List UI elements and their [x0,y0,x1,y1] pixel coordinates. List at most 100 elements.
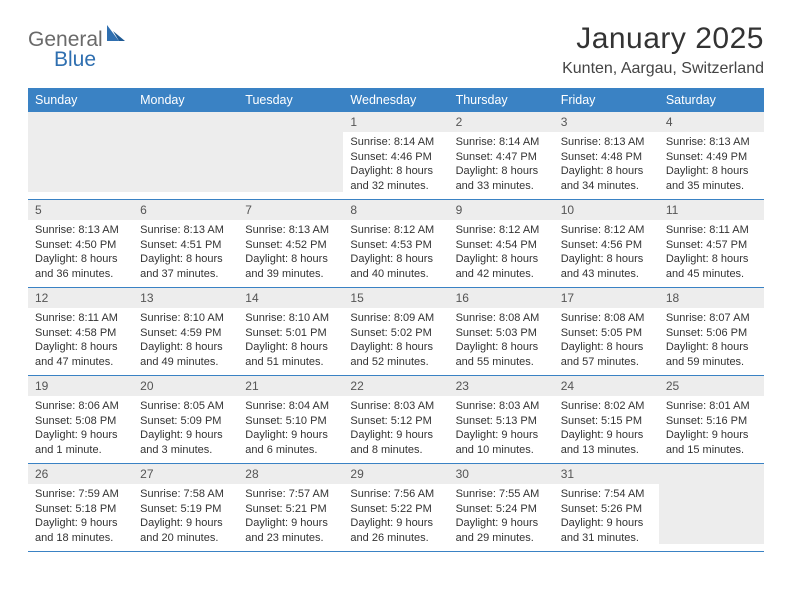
day-data [28,132,133,192]
calendar-day-cell: 31Sunrise: 7:54 AMSunset: 5:26 PMDayligh… [554,464,659,552]
day-data: Sunrise: 8:13 AMSunset: 4:51 PMDaylight:… [133,220,238,287]
sunrise-line: Sunrise: 7:54 AM [561,487,652,502]
day-data: Sunrise: 8:13 AMSunset: 4:52 PMDaylight:… [238,220,343,287]
sunset-line: Sunset: 4:53 PM [350,238,441,253]
daylight-line: Daylight: 8 hours and 49 minutes. [140,340,231,369]
day-data [238,132,343,192]
day-data: Sunrise: 8:09 AMSunset: 5:02 PMDaylight:… [343,308,448,375]
day-number: 13 [133,288,238,308]
day-data: Sunrise: 8:11 AMSunset: 4:57 PMDaylight:… [659,220,764,287]
day-number: 2 [449,112,554,132]
day-data: Sunrise: 8:03 AMSunset: 5:13 PMDaylight:… [449,396,554,463]
calendar-day-cell: 20Sunrise: 8:05 AMSunset: 5:09 PMDayligh… [133,376,238,464]
day-number [133,112,238,132]
sunset-line: Sunset: 5:19 PM [140,502,231,517]
day-data: Sunrise: 8:14 AMSunset: 4:46 PMDaylight:… [343,132,448,199]
sunrise-line: Sunrise: 7:57 AM [245,487,336,502]
daylight-line: Daylight: 8 hours and 37 minutes. [140,252,231,281]
day-number: 29 [343,464,448,484]
day-data: Sunrise: 8:14 AMSunset: 4:47 PMDaylight:… [449,132,554,199]
calendar-day-cell: 5Sunrise: 8:13 AMSunset: 4:50 PMDaylight… [28,200,133,288]
daylight-line: Daylight: 8 hours and 59 minutes. [666,340,757,369]
sunrise-line: Sunrise: 8:07 AM [666,311,757,326]
day-number: 6 [133,200,238,220]
daylight-line: Daylight: 8 hours and 34 minutes. [561,164,652,193]
calendar-day-cell: 11Sunrise: 8:11 AMSunset: 4:57 PMDayligh… [659,200,764,288]
calendar-body: 1Sunrise: 8:14 AMSunset: 4:46 PMDaylight… [28,112,764,552]
sunrise-line: Sunrise: 8:10 AM [140,311,231,326]
sunset-line: Sunset: 5:06 PM [666,326,757,341]
logo-sail-icon [105,23,127,48]
sunrise-line: Sunrise: 8:06 AM [35,399,126,414]
day-number: 30 [449,464,554,484]
weekday-header: Saturday [659,88,764,112]
sunset-line: Sunset: 5:22 PM [350,502,441,517]
calendar-day-cell: 22Sunrise: 8:03 AMSunset: 5:12 PMDayligh… [343,376,448,464]
calendar-day-cell: 8Sunrise: 8:12 AMSunset: 4:53 PMDaylight… [343,200,448,288]
calendar-day-cell [28,112,133,200]
day-data: Sunrise: 8:02 AMSunset: 5:15 PMDaylight:… [554,396,659,463]
sunrise-line: Sunrise: 8:12 AM [561,223,652,238]
calendar-day-cell: 17Sunrise: 8:08 AMSunset: 5:05 PMDayligh… [554,288,659,376]
calendar-day-cell [238,112,343,200]
daylight-line: Daylight: 8 hours and 40 minutes. [350,252,441,281]
daylight-line: Daylight: 8 hours and 33 minutes. [456,164,547,193]
sunrise-line: Sunrise: 8:09 AM [350,311,441,326]
daylight-line: Daylight: 8 hours and 36 minutes. [35,252,126,281]
calendar-day-cell [133,112,238,200]
day-number: 16 [449,288,554,308]
day-number: 26 [28,464,133,484]
day-data: Sunrise: 8:04 AMSunset: 5:10 PMDaylight:… [238,396,343,463]
sunrise-line: Sunrise: 7:56 AM [350,487,441,502]
sunset-line: Sunset: 5:21 PM [245,502,336,517]
weekday-header: Thursday [449,88,554,112]
daylight-line: Daylight: 8 hours and 39 minutes. [245,252,336,281]
calendar-day-cell: 3Sunrise: 8:13 AMSunset: 4:48 PMDaylight… [554,112,659,200]
day-number: 22 [343,376,448,396]
daylight-line: Daylight: 9 hours and 3 minutes. [140,428,231,457]
calendar-day-cell: 26Sunrise: 7:59 AMSunset: 5:18 PMDayligh… [28,464,133,552]
sunset-line: Sunset: 4:51 PM [140,238,231,253]
weekday-header: Tuesday [238,88,343,112]
day-data: Sunrise: 7:57 AMSunset: 5:21 PMDaylight:… [238,484,343,551]
logo-text-blue: Blue [54,48,96,71]
weekday-header: Wednesday [343,88,448,112]
sunrise-line: Sunrise: 8:12 AM [456,223,547,238]
sunset-line: Sunset: 4:59 PM [140,326,231,341]
day-number: 11 [659,200,764,220]
day-number: 4 [659,112,764,132]
calendar-day-cell: 1Sunrise: 8:14 AMSunset: 4:46 PMDaylight… [343,112,448,200]
daylight-line: Daylight: 9 hours and 1 minute. [35,428,126,457]
sunset-line: Sunset: 5:05 PM [561,326,652,341]
calendar-day-cell: 30Sunrise: 7:55 AMSunset: 5:24 PMDayligh… [449,464,554,552]
daylight-line: Daylight: 8 hours and 55 minutes. [456,340,547,369]
sunset-line: Sunset: 4:58 PM [35,326,126,341]
calendar-week-row: 1Sunrise: 8:14 AMSunset: 4:46 PMDaylight… [28,112,764,200]
sunrise-line: Sunrise: 8:10 AM [245,311,336,326]
sunset-line: Sunset: 5:24 PM [456,502,547,517]
day-number: 23 [449,376,554,396]
day-data: Sunrise: 8:12 AMSunset: 4:53 PMDaylight:… [343,220,448,287]
calendar-day-cell: 16Sunrise: 8:08 AMSunset: 5:03 PMDayligh… [449,288,554,376]
daylight-line: Daylight: 9 hours and 23 minutes. [245,516,336,545]
daylight-line: Daylight: 8 hours and 52 minutes. [350,340,441,369]
day-data: Sunrise: 8:13 AMSunset: 4:50 PMDaylight:… [28,220,133,287]
sunrise-line: Sunrise: 8:11 AM [666,223,757,238]
sunset-line: Sunset: 5:01 PM [245,326,336,341]
sunrise-line: Sunrise: 8:13 AM [35,223,126,238]
sunset-line: Sunset: 4:57 PM [666,238,757,253]
day-data: Sunrise: 8:10 AMSunset: 5:01 PMDaylight:… [238,308,343,375]
day-number: 25 [659,376,764,396]
day-number: 31 [554,464,659,484]
daylight-line: Daylight: 8 hours and 57 minutes. [561,340,652,369]
location-subtitle: Kunten, Aargau, Switzerland [562,60,764,78]
calendar-day-cell: 14Sunrise: 8:10 AMSunset: 5:01 PMDayligh… [238,288,343,376]
day-number: 27 [133,464,238,484]
calendar-day-cell: 24Sunrise: 8:02 AMSunset: 5:15 PMDayligh… [554,376,659,464]
calendar-week-row: 12Sunrise: 8:11 AMSunset: 4:58 PMDayligh… [28,288,764,376]
title-block: January 2025 Kunten, Aargau, Switzerland [562,22,764,78]
sunset-line: Sunset: 5:12 PM [350,414,441,429]
day-number: 10 [554,200,659,220]
calendar-day-cell: 4Sunrise: 8:13 AMSunset: 4:49 PMDaylight… [659,112,764,200]
sunrise-line: Sunrise: 8:13 AM [140,223,231,238]
